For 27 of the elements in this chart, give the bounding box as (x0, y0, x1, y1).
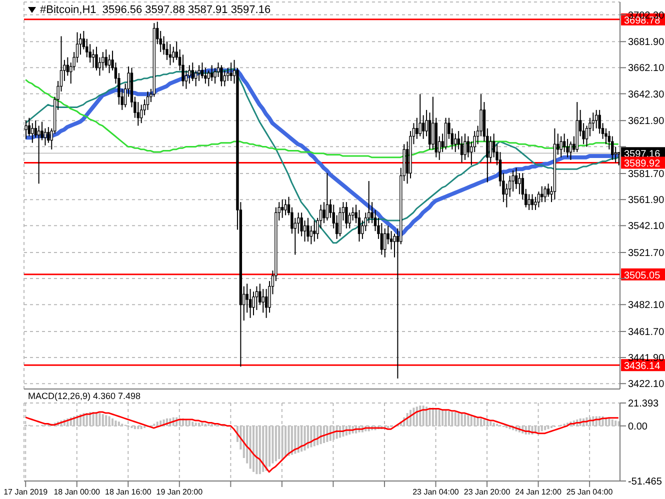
x-tick-label: 18 Jan 00:00 (54, 488, 101, 497)
x-tick-label: 19 Jan 20:00 (156, 488, 204, 497)
y-tick-label: 3461.70 (628, 327, 665, 338)
y-tick-label: 3521.70 (628, 248, 665, 260)
y-tick-label: 3581.70 (628, 169, 665, 180)
y-tick-label: 3482.10 (628, 300, 665, 312)
x-tick-label: 17 Jan 2019 (4, 488, 48, 497)
x-tick-label: 23 Jan 04:00 (412, 488, 460, 497)
y-tick-label: 3642.30 (628, 89, 665, 100)
y-tick-label: 3561.90 (628, 195, 665, 206)
y-tick-label: 0.00 (628, 421, 648, 432)
chart-title: #Bitcoin,H1 3596.56 3597.88 3587.91 3597.16 (40, 4, 271, 16)
y-tick-label: 3621.90 (628, 116, 665, 128)
x-tick-label: 24 Jan 12:00 (515, 488, 562, 497)
y-tick-label: 3422.10 (628, 379, 665, 390)
x-tick-label: 23 Jan 20:00 (464, 488, 511, 497)
y-tick-label: 3542.10 (628, 221, 665, 232)
ref-line-label: 3436.14 (624, 361, 661, 372)
x-tick-label: 18 Jan 16:00 (105, 488, 152, 497)
x-tick-label: 25 Jan 04:00 (566, 488, 614, 497)
y-tick-label: 3662.10 (628, 63, 665, 74)
ref-line-label: 3505.05 (624, 270, 661, 282)
y-tick-label: 3681.90 (628, 37, 665, 48)
ref-line-label: 3589.92 (624, 158, 661, 170)
chart-title: MACD(12,26,9) 4.360 7.498 (28, 391, 141, 401)
y-tick-label: 21.393 (628, 398, 660, 410)
y-tick-label: -51.465 (628, 476, 662, 488)
